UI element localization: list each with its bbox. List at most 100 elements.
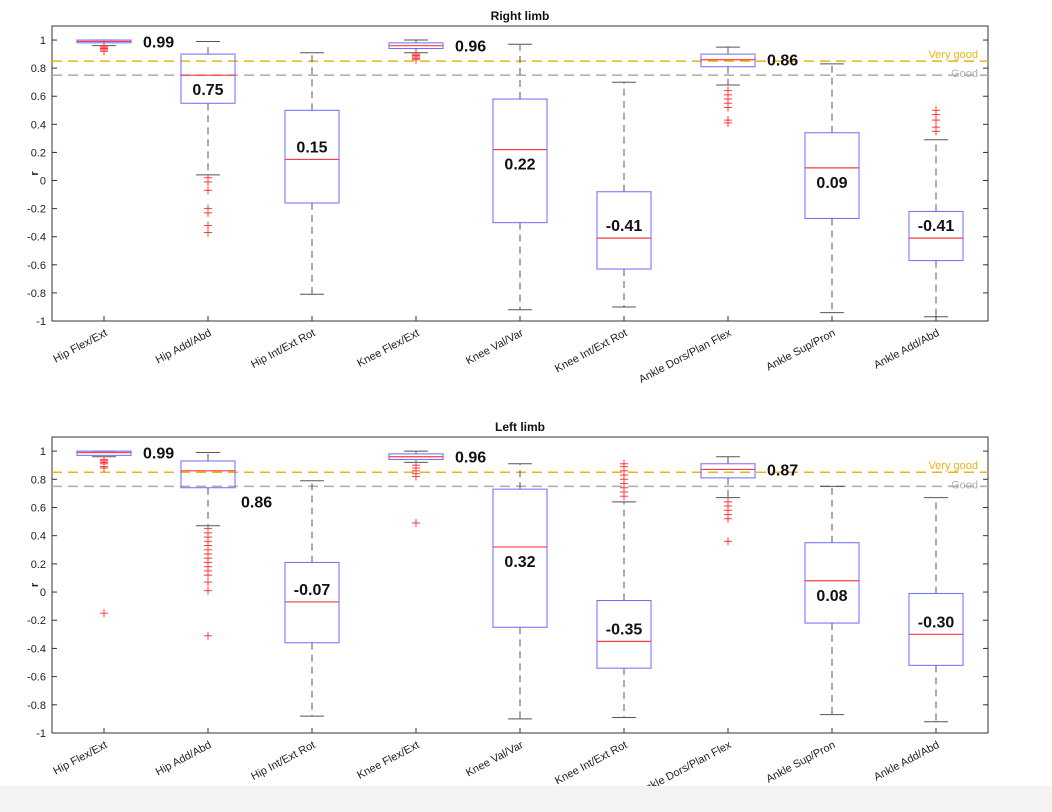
box [596,600,652,669]
outlier-point [412,472,420,481]
y-tick-label: -0.2 [27,615,46,627]
outlier-point [204,177,212,186]
median-value-label: 0.86 [767,53,798,70]
y-tick-label: -0.6 [27,672,46,684]
box [492,488,548,628]
x-tick-label: Ankle Sup/Pron [764,327,837,373]
median-value-label: 0.96 [455,450,486,467]
median-value-label: 0.99 [143,446,174,463]
outlier-point [204,571,212,580]
x-tick-label: Knee Flex/Ext [355,739,421,782]
box [908,210,964,262]
y-tick-label: 1 [40,35,46,47]
median-value-label: -0.07 [294,582,331,599]
outlier-point [724,118,732,127]
box-group: 0.75 [180,40,236,237]
x-tick-label: Hip Add/Abd [154,739,214,778]
reference-line-label: Very good [928,460,978,472]
box [596,191,652,270]
y-tick-label: -0.6 [27,260,46,272]
y-tick-label: 0 [40,176,46,188]
y-tick-label: 0 [40,587,46,599]
x-tick-label: Knee Val/Var [464,739,526,779]
median-value-label: 0.96 [455,39,486,56]
y-tick-label: -0.8 [27,288,46,300]
reference-line-label: Very good [928,49,978,61]
panel-left-limb: Left limb -1 -0.8 -0.6 -0.4 -0.2 0 0.2 0.4 0.6 0.8… [27,420,989,798]
median-value-label: 0.86 [241,495,272,512]
x-tick-label: Ankle Add/Abd [872,327,941,371]
median-value-label: 0.87 [767,462,798,479]
median-value-label: 0.75 [192,82,223,99]
y-tick-label: 1 [40,446,46,458]
box-group: 0.99 [76,446,174,618]
box [76,450,132,456]
outlier-point [204,631,212,640]
y-tick-label: -0.2 [27,204,46,216]
x-tick-label: Hip Int/Ext Rot [249,739,317,783]
footer-bar [0,786,1052,812]
reference-line-label: Good [951,479,978,491]
outlier-point [620,492,628,501]
median-value-label: 0.32 [504,554,535,571]
y-tick-label: 0.2 [31,559,46,571]
outlier-point [724,103,732,112]
outlier-point [204,578,212,587]
outlier-point [412,518,420,527]
box-group: -0.41 [596,81,652,308]
median-value-label: 0.22 [504,157,535,174]
y-tick-label: 0.6 [31,502,46,514]
outlier-point [724,537,732,546]
outlier-point [204,208,212,217]
box-group: 0.87 [700,456,798,546]
box-group: 0.09 [804,63,860,314]
y-tick-label: 0.8 [31,63,46,75]
box [180,53,236,104]
y-tick-label: -0.4 [27,232,46,244]
median-value-label: -0.30 [918,614,955,631]
box-group: -0.30 [908,497,964,723]
y-tick-label: 0.6 [31,91,46,103]
y-tick-label: 0.2 [31,147,46,159]
x-tick-label: Knee Int/Ext Rot [553,327,629,375]
outlier-point [932,116,940,125]
y-tick-label: -1 [36,316,46,328]
median-value-label: -0.41 [606,218,643,235]
box-group: 0.86 [180,452,272,640]
median-value-label: -0.35 [606,621,643,638]
box-group: 0.86 [700,46,798,127]
y-tick-label: -0.4 [27,643,46,655]
box [908,592,964,666]
outlier-point [204,586,212,595]
x-tick-label: Knee Val/Var [464,327,526,367]
panel-right-limb: Right limb -1 -0.8 -0.6 -0.4 -0.2 0 0.2 0.4 0.6 0.… [27,9,989,386]
box [804,542,860,624]
y-tick-label: 0.4 [31,119,46,131]
outlier-point [204,221,212,230]
outlier-point [204,186,212,195]
x-tick-label: Ankle Sup/Pron [764,739,837,785]
y-tick-label: 0.4 [31,531,46,543]
box [284,561,340,644]
median-value-label: 0.15 [296,139,327,156]
median-value-label: 0.08 [816,588,847,605]
box-group: -0.41 [908,106,964,318]
median-value-label: 0.09 [816,175,847,192]
chart-title: Left limb [495,420,545,434]
x-tick-label: Knee Int/Ext Rot [553,739,629,787]
box-group: -0.07 [284,480,340,717]
x-tick-label: Ankle Dors/Plan Flex [637,327,734,386]
y-axis-label: r [29,582,41,587]
chart-title: Right limb [491,9,550,23]
outlier-point [932,127,940,136]
median-value-label: -0.41 [918,218,955,235]
box-group: 0.96 [388,450,486,527]
reference-line-label: Good [951,68,978,80]
box [284,109,340,204]
outlier-point [204,228,212,237]
y-axis-label: r [29,171,41,176]
box [804,132,860,219]
outlier-point [412,50,420,59]
box [180,460,236,489]
